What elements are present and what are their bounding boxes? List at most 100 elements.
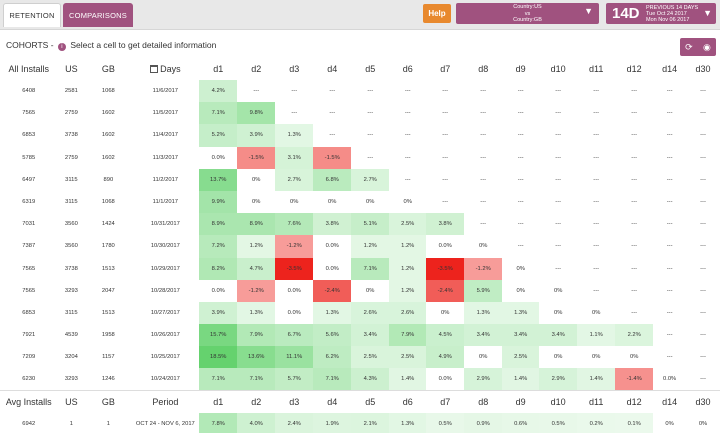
tab-comparisons[interactable]: COMPARISONS [63, 3, 133, 27]
retention-cell[interactable]: 0.0% [662, 376, 677, 383]
retention-cell[interactable]: 0% [553, 287, 563, 294]
retention-cell[interactable]: 0% [403, 199, 412, 206]
retention-cell[interactable]: 2.9% [464, 368, 503, 391]
retention-cell[interactable]: 2.5% [389, 213, 427, 236]
avg-retention-cell[interactable]: 1.9% [313, 412, 352, 433]
refresh-toggle-buttons[interactable]: ⟳ ◉ [680, 38, 716, 56]
retention-cell[interactable]: 3.9% [237, 124, 276, 147]
retention-cell[interactable]: 0% [290, 199, 299, 206]
avg-retention-cell[interactable]: 2.1% [351, 412, 390, 433]
retention-cell[interactable]: 1.4% [577, 368, 616, 391]
retention-cell[interactable]: 0.0% [287, 309, 301, 316]
retention-cell[interactable]: 18.5% [199, 346, 238, 369]
retention-cell[interactable]: 9.9% [199, 190, 238, 214]
retention-cell[interactable]: 3.4% [351, 324, 390, 347]
retention-cell[interactable]: 6.8% [313, 168, 352, 191]
retention-cell[interactable]: 2.7% [275, 168, 314, 191]
retention-cell[interactable]: 1.1% [577, 324, 616, 347]
retention-cell[interactable]: 8.9% [199, 213, 238, 236]
retention-cell[interactable]: -1.2% [275, 235, 314, 258]
retention-cell[interactable]: 0% [553, 309, 563, 316]
retention-cell[interactable]: 3.8% [313, 213, 352, 236]
retention-cell[interactable]: 0.0% [325, 243, 339, 250]
retention-cell[interactable]: 0% [328, 199, 337, 206]
retention-cell[interactable]: 0.0% [438, 376, 452, 383]
retention-cell[interactable]: 0% [252, 176, 261, 183]
retention-cell[interactable]: -1.2% [464, 257, 503, 280]
eye-icon[interactable]: ◉ [702, 41, 711, 52]
retention-cell[interactable]: -2.4% [313, 279, 352, 302]
retention-cell[interactable]: 0% [553, 354, 563, 361]
retention-cell[interactable]: 2.5% [389, 346, 427, 369]
retention-cell[interactable]: 6.2% [313, 346, 352, 369]
retention-cell[interactable]: 1.2% [389, 235, 427, 258]
retention-cell[interactable]: 7.1% [199, 368, 238, 391]
retention-cell[interactable]: 7.1% [351, 257, 390, 280]
retention-cell[interactable]: 8.9% [237, 213, 276, 236]
retention-cell[interactable]: 7.1% [313, 368, 352, 391]
retention-cell[interactable]: 11.1% [275, 346, 314, 369]
retention-cell[interactable]: 0% [591, 354, 601, 361]
avg-retention-cell[interactable]: 2.4% [275, 412, 314, 433]
retention-cell[interactable]: 7.9% [389, 324, 427, 347]
retention-cell[interactable]: 0.0% [211, 287, 225, 294]
avg-retention-cell[interactable]: 0.5% [426, 412, 465, 433]
retention-cell[interactable]: 0% [629, 354, 639, 361]
retention-cell[interactable]: 3.8% [426, 213, 465, 236]
retention-cell[interactable]: 9.8% [237, 102, 276, 125]
retention-cell[interactable]: 2.5% [502, 346, 540, 369]
retention-cell[interactable]: 0.0% [325, 265, 339, 272]
retention-cell[interactable]: 2.2% [615, 324, 654, 347]
retention-cell[interactable]: 0% [366, 199, 375, 206]
retention-cell[interactable]: 0.0% [438, 243, 452, 250]
retention-cell[interactable]: 2.6% [351, 301, 390, 325]
avg-retention-cell[interactable]: 0.6% [502, 412, 540, 433]
retention-cell[interactable]: 0% [441, 309, 450, 316]
tab-retention[interactable]: RETENTION [3, 3, 61, 27]
retention-cell[interactable]: 1.3% [502, 301, 540, 325]
country-comparison-select[interactable]: Country:US vs Country:GB ▼ [456, 3, 599, 24]
retention-cell[interactable]: -2.4% [426, 279, 465, 302]
retention-cell[interactable]: 1.3% [464, 301, 503, 325]
retention-cell[interactable]: 1.4% [389, 368, 427, 391]
retention-cell[interactable]: -1.2% [237, 279, 276, 302]
retention-cell[interactable]: 4.2% [199, 80, 238, 103]
retention-cell[interactable]: 3.4% [464, 324, 503, 347]
retention-cell[interactable]: 1.2% [389, 257, 427, 280]
avg-retention-cell[interactable]: 4.0% [237, 412, 276, 433]
retention-cell[interactable]: 0% [479, 243, 488, 250]
retention-cell[interactable]: -1.5% [313, 146, 352, 169]
retention-cell[interactable]: 1.2% [389, 279, 427, 302]
retention-cell[interactable]: 0.0% [287, 287, 301, 294]
retention-cell[interactable]: 1.3% [275, 124, 314, 147]
help-button[interactable]: Help [423, 4, 451, 23]
retention-cell[interactable]: 7.6% [275, 213, 314, 236]
retention-cell[interactable]: 5.1% [351, 213, 390, 236]
retention-cell[interactable]: 0% [366, 287, 375, 294]
retention-cell[interactable]: 0% [516, 287, 525, 294]
period-select[interactable]: 14D PREVIOUS 14 DAYS Tue Oct 24 2017 Mon… [606, 3, 716, 24]
retention-cell[interactable]: 5.2% [199, 124, 238, 147]
retention-cell[interactable]: 13.6% [237, 346, 276, 369]
retention-cell[interactable]: 1.3% [237, 301, 276, 325]
retention-cell[interactable]: 1.4% [502, 368, 540, 391]
retention-cell[interactable]: 2.6% [389, 301, 427, 325]
avg-retention-cell[interactable]: 7.8% [199, 412, 238, 433]
retention-cell[interactable]: 3.9% [199, 301, 238, 325]
retention-cell[interactable]: 0% [516, 265, 525, 272]
retention-cell[interactable]: 7.1% [237, 368, 276, 391]
retention-cell[interactable]: 2.9% [539, 368, 578, 391]
retention-cell[interactable]: -3.5% [426, 257, 465, 280]
retention-cell[interactable]: 1.2% [237, 235, 276, 258]
retention-cell[interactable]: 0% [479, 354, 488, 361]
retention-cell[interactable]: 5.7% [275, 368, 314, 391]
retention-cell[interactable]: 5.9% [464, 279, 503, 302]
avg-retention-cell[interactable]: 0% [698, 420, 708, 427]
avg-retention-cell[interactable]: 0.1% [615, 412, 654, 433]
retention-cell[interactable]: 7.2% [199, 235, 238, 258]
retention-cell[interactable]: 15.7% [199, 324, 238, 347]
retention-cell[interactable]: -1.4% [615, 368, 654, 391]
retention-cell[interactable]: 1.3% [313, 301, 352, 325]
retention-cell[interactable]: 0% [591, 309, 601, 316]
retention-cell[interactable]: 0% [252, 199, 261, 206]
